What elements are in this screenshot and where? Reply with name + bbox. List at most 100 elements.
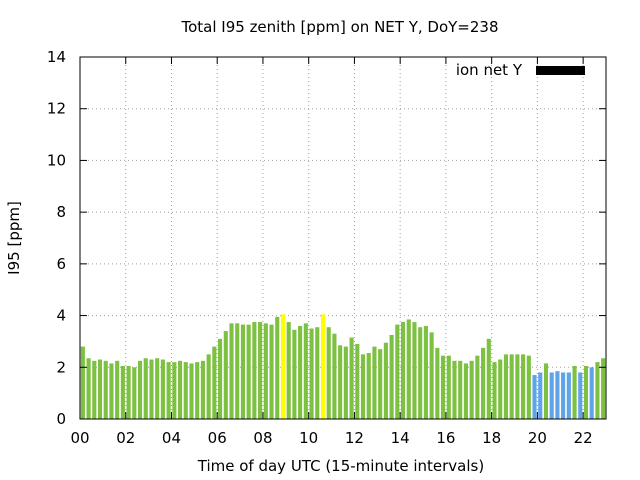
bar [303,323,308,419]
bar [120,365,125,419]
x-tick-label: 20 [528,429,547,447]
bar [166,362,171,419]
y-tick-label: 0 [56,410,66,428]
x-tick-label: 18 [482,429,501,447]
bar [195,362,200,419]
bar [412,322,417,419]
x-tick-label: 12 [345,429,364,447]
legend: ion net Y [456,61,585,79]
bar [538,372,543,419]
bar [452,360,457,419]
legend-swatch [536,66,585,75]
bar [338,345,343,419]
bar [566,372,571,419]
bar [206,354,211,419]
y-tick-label: 2 [56,358,66,376]
bar [458,360,463,419]
bar [561,372,566,419]
y-axis-label: I95 [ppm] [5,201,23,275]
bar [469,360,474,419]
bar [309,328,314,419]
grid-lines [80,57,606,419]
bar [498,359,503,419]
bar [555,371,560,419]
x-tick-label: 10 [299,429,318,447]
bar [543,363,549,419]
bar [481,347,486,419]
bar [583,365,589,419]
bar [109,363,114,419]
chart-title: Total I95 zenith [ppm] on NET Y, DoY=238 [180,18,498,36]
bar [492,362,497,419]
x-tick-label: 06 [208,429,227,447]
bar [503,354,509,419]
bar [160,359,165,419]
x-tick-label: 04 [162,429,181,447]
bar [400,322,406,419]
bar [532,375,537,419]
bar [578,372,583,419]
x-tick-label: 22 [574,429,593,447]
bar [80,346,85,419]
bar [572,365,577,419]
x-axis-label: Time of day UTC (15-minute intervals) [197,457,484,475]
bar [429,332,434,419]
bar [143,358,148,419]
bar [601,358,606,419]
bar [86,358,91,419]
bar [395,324,400,419]
y-tick-label: 4 [56,307,66,325]
bar [509,354,514,419]
bar [315,327,320,419]
bar [286,322,291,419]
y-tick-label: 10 [47,151,66,169]
bar [155,358,160,419]
bar [320,314,326,419]
bar [355,344,360,419]
bar-series [80,314,606,419]
bar [115,360,120,419]
bar [549,372,554,419]
bar [137,360,143,419]
y-tick-label: 6 [56,255,66,273]
bar [103,360,108,419]
bar [92,360,97,419]
bar [343,346,348,419]
y-axis-ticks: 0 2 4 6 8 10 12 14 [47,48,606,428]
bar [595,362,600,419]
bar [389,334,394,419]
bar [423,325,428,419]
bar [223,331,228,419]
bar [252,322,257,419]
bar [360,354,366,419]
x-tick-label: 16 [436,429,455,447]
bar [589,367,594,419]
y-tick-label: 12 [47,100,66,118]
bar [240,324,246,419]
bar [212,346,217,419]
x-tick-label: 08 [253,429,272,447]
bar [521,354,526,419]
x-tick-label: 00 [70,429,89,447]
bar [132,367,137,419]
bar [200,360,205,419]
bar [298,325,303,419]
bar [441,355,446,419]
bar [258,322,263,419]
x-tick-label: 14 [391,429,410,447]
bar [183,362,188,419]
bar [172,362,177,419]
bar [378,349,383,419]
bar [235,323,240,419]
bar [446,355,451,419]
bar [435,347,440,419]
bar [526,355,531,419]
y-tick-label: 8 [56,203,66,221]
bar [383,342,388,419]
bar [275,316,280,419]
plot-frame [79,56,607,420]
bar [218,338,223,419]
bar [263,323,268,419]
bar [269,324,274,419]
